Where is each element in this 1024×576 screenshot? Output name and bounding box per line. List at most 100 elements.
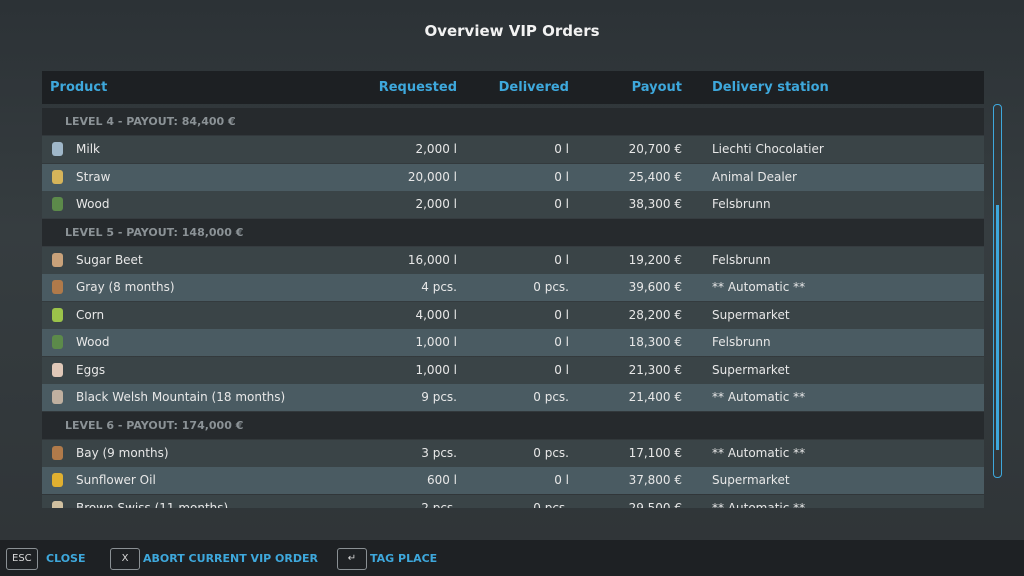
key-hint[interactable]: ↵: [337, 548, 367, 570]
table-row[interactable]: Black Welsh Mountain (18 months) 9 pcs. 0 …: [42, 384, 984, 411]
payout: 28,200 €: [628, 307, 682, 322]
delivery-station: Supermarket: [712, 307, 790, 322]
product-icon: [52, 445, 63, 460]
group-row: LEVEL 6 - PAYOUT: 174,000 €: [42, 411, 984, 439]
table-row[interactable]: Wood 2,000 l 0 l 38,300 € Felsbrunn: [42, 191, 984, 218]
table-row[interactable]: Brown Swiss (11 months) 2 pcs. 0 pcs. 29,50…: [42, 494, 984, 509]
payout: 39,600 €: [628, 280, 682, 294]
table-row[interactable]: Corn 4,000 l 0 l 28,200 € Supermarket: [42, 301, 984, 329]
payout: 19,200 €: [628, 252, 682, 267]
column-header: Payout: [631, 80, 682, 95]
delivery-station: Supermarket: [712, 362, 790, 377]
delivery-station: Animal Dealer: [712, 169, 797, 184]
requested: 600 l: [426, 473, 457, 487]
product-name: Wood: [76, 335, 110, 349]
product-icon: [52, 280, 63, 294]
column-header: Delivery station: [712, 80, 829, 95]
table-row[interactable]: Straw 20,000 l 0 l 25,400 € Animal Dealer: [42, 163, 984, 191]
group-row: LEVEL 4 - PAYOUT: 84,400 €: [42, 108, 984, 135]
product-icon: [52, 362, 63, 377]
delivered: 0 l: [554, 142, 569, 156]
delivered: 0 l: [554, 197, 569, 211]
product-name: Sunflower Oil: [76, 473, 156, 487]
delivered: 0 l: [554, 335, 569, 349]
button-label[interactable]: CLOSE: [46, 552, 86, 565]
delivered: 0 l: [554, 169, 569, 184]
product-icon: [52, 473, 63, 487]
product-name: Straw: [76, 169, 111, 184]
requested: 1,000 l: [415, 335, 457, 349]
payout: 29,500 €: [628, 500, 682, 509]
delivery-station: Supermarket: [712, 473, 790, 487]
product-name: Black Welsh Mountain (18 months): [76, 390, 286, 404]
payout: 37,800 €: [628, 473, 682, 487]
product-icon: [52, 197, 63, 211]
delivery-station: ** Automatic **: [712, 390, 806, 404]
scrollbar-thumb[interactable]: [996, 205, 999, 450]
table-row[interactable]: Bay (9 months) 3 pcs. 0 pcs. 17,100 € ** Aut…: [42, 439, 984, 467]
delivered: 0 pcs.: [533, 500, 569, 509]
delivery-station: ** Automatic **: [712, 445, 806, 460]
product-name: Brown Swiss (11 months): [76, 500, 229, 509]
footer: ESC CLOSE X ABORT CURRENT VIP ORDER ↵ TAG PLA…: [0, 540, 1024, 576]
table-row[interactable]: Sugar Beet 16,000 l 0 l 19,200 € Felsbrunn: [42, 246, 984, 274]
requested: 20,000 l: [407, 169, 457, 184]
table-row[interactable]: Gray (8 months) 4 pcs. 0 pcs. 39,600 € ** Au…: [42, 274, 984, 301]
column-header: Requested: [378, 80, 457, 95]
product-icon: [52, 335, 63, 349]
key-hint[interactable]: ESC: [6, 548, 38, 570]
table-row[interactable]: Eggs 1,000 l 0 l 21,300 € Supermarket: [42, 356, 984, 384]
delivered: 0 l: [554, 307, 569, 322]
delivery-station: Liechti Chocolatier: [712, 142, 824, 156]
requested: 2 pcs.: [421, 500, 457, 509]
product-icon: [52, 252, 63, 267]
column-header: Product: [50, 80, 108, 95]
product-name: Wood: [76, 197, 110, 211]
delivered: 0 l: [554, 473, 569, 487]
product-icon: [52, 169, 63, 184]
payout: 20,700 €: [628, 142, 682, 156]
payout: 25,400 €: [628, 169, 682, 184]
group-title: LEVEL 4 - PAYOUT: 84,400 €: [65, 115, 236, 128]
product-icon: [52, 500, 63, 508]
delivery-station: ** Automatic **: [712, 500, 806, 509]
product-icon: [52, 142, 63, 156]
product-name: Milk: [76, 142, 100, 156]
product-name: Sugar Beet: [76, 252, 143, 267]
product-name: Eggs: [76, 362, 106, 377]
payout: 21,300 €: [628, 362, 682, 377]
title: Overview VIP Orders: [424, 22, 600, 40]
payout: 18,300 €: [628, 335, 682, 349]
delivered: 0 l: [554, 362, 569, 377]
key-hint[interactable]: X: [110, 548, 140, 570]
delivery-station: Felsbrunn: [712, 335, 771, 349]
requested: 2,000 l: [415, 197, 457, 211]
scrollbar[interactable]: [993, 104, 1002, 478]
requested: 2,000 l: [415, 142, 457, 156]
button-label[interactable]: TAG PLACE: [370, 552, 438, 565]
group-title: LEVEL 5 - PAYOUT: 148,000 €: [65, 225, 244, 239]
delivery-station: Felsbrunn: [712, 197, 771, 211]
payout: 38,300 €: [628, 197, 682, 211]
product-name: Bay (9 months): [76, 445, 169, 460]
table-header: Product Requested Delivered Payout Delivery …: [42, 71, 984, 104]
delivery-station: Felsbrunn: [712, 252, 771, 267]
payout: 21,400 €: [628, 390, 682, 404]
product-name: Gray (8 months): [76, 280, 175, 294]
requested: 16,000 l: [407, 252, 457, 267]
group-row: LEVEL 5 - PAYOUT: 148,000 €: [42, 218, 984, 246]
product-icon: [52, 307, 63, 322]
delivered: 0 l: [554, 252, 569, 267]
product-name: Corn: [76, 307, 105, 322]
requested: 4,000 l: [415, 307, 457, 322]
table-body: LEVEL 4 - PAYOUT: 84,400 € Milk 2,000 l 0 l…: [42, 108, 984, 508]
table-row[interactable]: Sunflower Oil 600 l 0 l 37,800 € Supermarket: [42, 467, 984, 494]
requested: 1,000 l: [415, 362, 457, 377]
table-row[interactable]: Milk 2,000 l 0 l 20,700 € Liechti Chocolatie…: [42, 136, 984, 163]
requested: 3 pcs.: [421, 445, 457, 460]
table-row[interactable]: Wood 1,000 l 0 l 18,300 € Felsbrunn: [42, 329, 984, 356]
payout: 17,100 €: [628, 445, 682, 460]
button-label[interactable]: ABORT CURRENT VIP ORDER: [143, 552, 318, 565]
group-title: LEVEL 6 - PAYOUT: 174,000 €: [65, 418, 244, 432]
